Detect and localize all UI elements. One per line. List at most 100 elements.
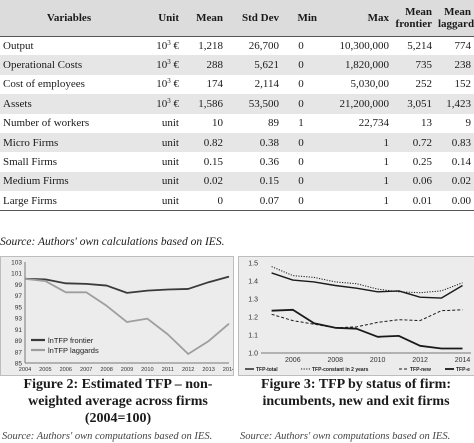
unit-base: unit	[161, 175, 179, 188]
x-tick-label: 2014	[455, 357, 471, 364]
x-tick-label: 2013	[202, 367, 214, 373]
cell-frontier: 0.01	[392, 191, 435, 212]
table-row: Number of workers unit 10 89 1 22,734 13 9	[0, 114, 474, 133]
header-max: Max	[320, 0, 392, 37]
header-mean-frontier: Mean frontier	[392, 0, 435, 37]
table-row: Medium Firms unit 0.02 0.15 0 1 0.06 0.02	[0, 171, 474, 192]
cell-min: 0	[298, 156, 304, 169]
legend-label: TFP-total	[256, 367, 278, 373]
summary-statistics-table: Variables Unit Mean Std Dev Min Max Mean…	[0, 0, 474, 212]
cell-variable: Number of workers	[3, 117, 90, 130]
header-variables: Variables	[0, 0, 138, 37]
cell-mean: 0.02	[182, 171, 226, 192]
cell-mean: 0	[182, 191, 226, 212]
cell-std: 89	[268, 117, 279, 130]
cell-unit: 103 €	[138, 75, 182, 94]
cell-laggards: 774	[454, 39, 472, 52]
cell-mean: 1,586	[182, 94, 226, 114]
cell-variable: Assets	[0, 94, 138, 114]
unit-exponent: 3	[167, 96, 171, 105]
table-header-row: Variables Unit Mean Std Dev Min Max Mean…	[0, 0, 474, 37]
header-mean-laggards: Mean laggards	[435, 0, 474, 37]
header-std-dev: Std Dev	[226, 0, 282, 37]
x-tick-label: 2008	[327, 357, 343, 364]
x-tick-label: 2006	[285, 357, 301, 364]
unit-currency: €	[170, 59, 180, 72]
cell-min: 0	[282, 191, 320, 212]
unit-base: unit	[161, 156, 179, 169]
y-tick-label: 93	[15, 316, 23, 323]
unit-base: 10	[156, 39, 168, 52]
y-tick-label: 1.4	[248, 279, 258, 286]
y-tick-label: 103	[11, 260, 22, 267]
cell-max: 5,030,00	[350, 78, 390, 91]
y-tick-label: 1.5	[248, 261, 258, 268]
y-tick-label: 1.0	[248, 351, 258, 358]
figure-2-caption: Figure 2: Estimated TFP – non-weighted a…	[23, 377, 213, 426]
cell-mean: 0.15	[203, 156, 223, 169]
y-tick-label: 85	[15, 361, 23, 368]
cell-max: 1,820,000	[320, 55, 392, 75]
x-tick-label: 2012	[182, 367, 194, 373]
cell-unit: 103 €	[138, 55, 182, 75]
figure-2-source-note: Source: Authors' own computations based …	[2, 431, 213, 442]
cell-std: 2,114	[254, 78, 279, 91]
legend-label: TFP-e	[456, 367, 470, 373]
x-tick-label: 2010	[141, 367, 153, 373]
cell-std: 0.07	[226, 191, 282, 212]
series-line	[24, 277, 230, 355]
unit-base: unit	[161, 194, 179, 207]
table-row: Small Firms unit 0.15 0.36 0 1 0.25 0.14	[0, 152, 474, 171]
unit-base: unit	[161, 117, 179, 130]
cell-std: 53,500	[226, 94, 282, 114]
cell-max: 1	[320, 191, 392, 212]
unit-base: unit	[161, 136, 179, 149]
x-tick-label: 2006	[60, 367, 72, 373]
y-tick-label: 97	[15, 293, 23, 300]
cell-unit: unit	[138, 171, 182, 192]
cell-unit: unit	[138, 114, 182, 133]
figure-3-chart-panel: 1.0 1.1 1.2 1.3 1.4 1.5 2006 2008 2010 2012 2014 TF…	[238, 256, 474, 376]
y-tick-label: 101	[11, 271, 22, 278]
table-source-note: Source: Authors' own calculations based …	[0, 236, 225, 248]
figure-3-source-note: Source: Authors' own computations based …	[240, 431, 451, 442]
legend-label: TFP-constant in 2 years	[312, 367, 369, 373]
unit-currency: €	[170, 78, 180, 91]
cell-frontier: 0.72	[392, 132, 435, 153]
unit-exponent: 3	[167, 58, 171, 67]
cell-min: 0	[282, 171, 320, 192]
header-mean: Mean	[182, 0, 226, 37]
unit-base: 10	[156, 59, 168, 72]
header-min: Min	[282, 0, 320, 37]
cell-frontier: 0.06	[392, 171, 435, 192]
cell-laggards: 0.14	[451, 156, 471, 169]
series-line	[24, 275, 230, 294]
cell-mean: 1,218	[198, 39, 223, 52]
unit-base: 10	[156, 97, 168, 110]
cell-unit: unit	[138, 191, 182, 212]
x-tick-label: 2007	[80, 367, 92, 373]
cell-laggards: 0.00	[435, 191, 474, 212]
cell-laggards: 1,423	[435, 94, 474, 114]
y-tick-label: 89	[15, 338, 23, 345]
legend-label: TFP-new	[410, 367, 431, 373]
cell-variable: Micro Firms	[0, 132, 138, 153]
cell-max: 21,200,000	[320, 94, 392, 114]
cell-max: 1	[320, 132, 392, 153]
y-tick-label: 87	[15, 349, 23, 356]
y-tick-label: 1.3	[248, 297, 258, 304]
cell-laggards: 238	[435, 55, 474, 75]
x-tick-label: 2014	[223, 367, 233, 373]
cell-std: 0.15	[226, 171, 282, 192]
figure-2-chart-panel: 85 87 89 91 93 95 97 99 101 103 2004 2005 2006 2007 20…	[0, 256, 234, 376]
cell-mean: 174	[206, 78, 224, 91]
cell-min: 0	[298, 39, 304, 52]
cell-min: 0	[282, 94, 320, 114]
series-line	[271, 309, 463, 329]
cell-frontier: 13	[421, 117, 432, 130]
x-tick-label: 2011	[162, 367, 174, 373]
figure-2-line-chart: 85 87 89 91 93 95 97 99 101 103 2004 2005 2006 2007 20…	[11, 260, 233, 374]
cell-std: 5,621	[226, 55, 282, 75]
cell-frontier: 3,051	[392, 94, 435, 114]
y-tick-label: 91	[15, 327, 23, 334]
